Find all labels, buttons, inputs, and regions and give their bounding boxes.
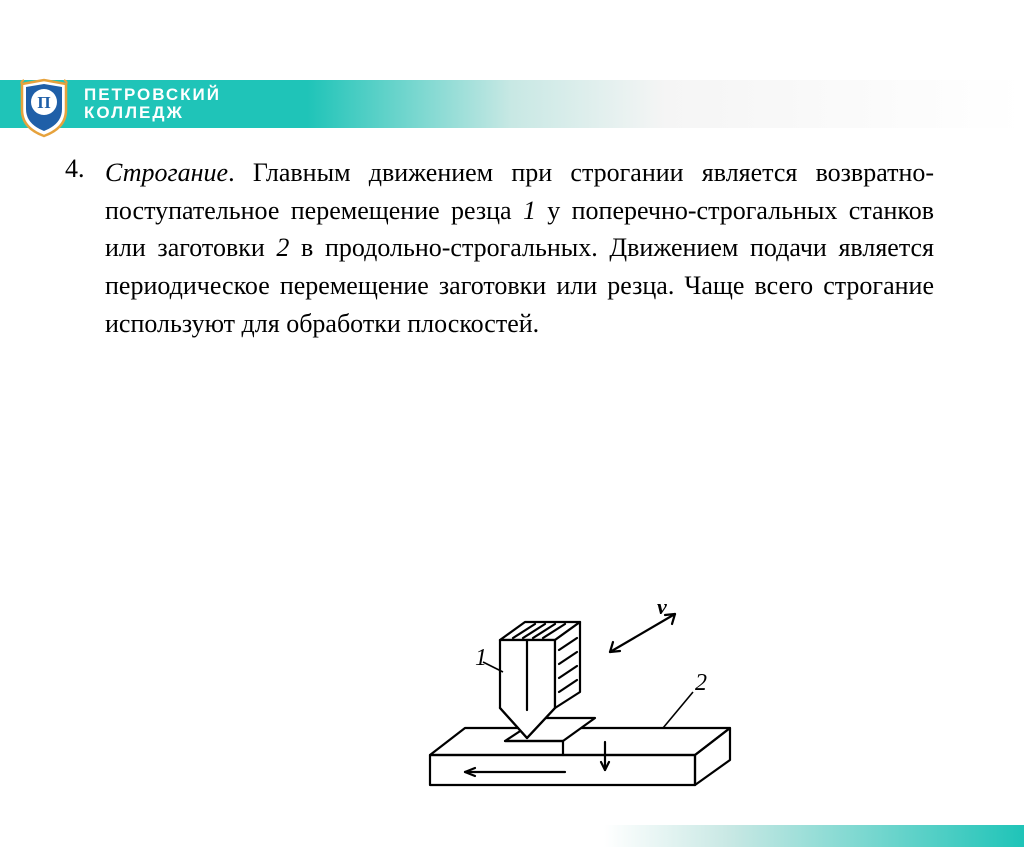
planing-diagram: 1 2 v	[395, 600, 775, 800]
ref2: 2	[276, 233, 289, 262]
body-paragraph: 4.Строгание. Главным движением при строг…	[65, 154, 934, 342]
college-line2: КОЛЛЕДЖ	[84, 104, 221, 122]
paragraph-text: Строгание. Главным движением при строган…	[105, 154, 934, 342]
diagram-label-1: 1	[475, 645, 487, 671]
footer-banner	[604, 825, 1024, 847]
ref1: 1	[523, 196, 536, 225]
college-name: ПЕТРОВСКИЙ КОЛЛЕДЖ	[84, 86, 221, 122]
diagram-label-v: v	[657, 600, 667, 619]
college-logo: П	[18, 78, 70, 138]
college-line1: ПЕТРОВСКИЙ	[84, 86, 221, 104]
shield-icon: П	[18, 78, 70, 138]
svg-text:П: П	[37, 93, 50, 112]
term: Строгание	[105, 158, 228, 187]
header-banner: П ПЕТРОВСКИЙ КОЛЛЕДЖ	[0, 80, 1024, 128]
diagram-label-2: 2	[695, 670, 707, 696]
item-number: 4.	[65, 154, 105, 184]
diagram-svg: 1 2 v	[395, 600, 775, 800]
sep: .	[228, 158, 253, 187]
